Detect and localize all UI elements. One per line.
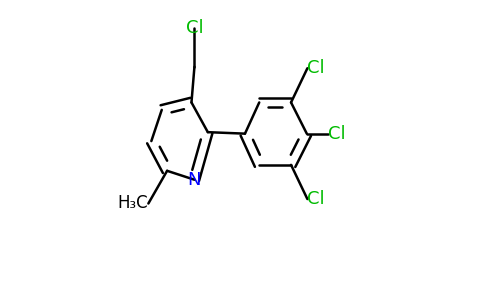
Text: N: N (188, 171, 201, 189)
Text: Cl: Cl (186, 19, 203, 37)
Text: Cl: Cl (328, 125, 346, 143)
Text: H₃C: H₃C (118, 194, 149, 212)
Text: Cl: Cl (307, 59, 325, 77)
Text: Cl: Cl (307, 190, 325, 208)
